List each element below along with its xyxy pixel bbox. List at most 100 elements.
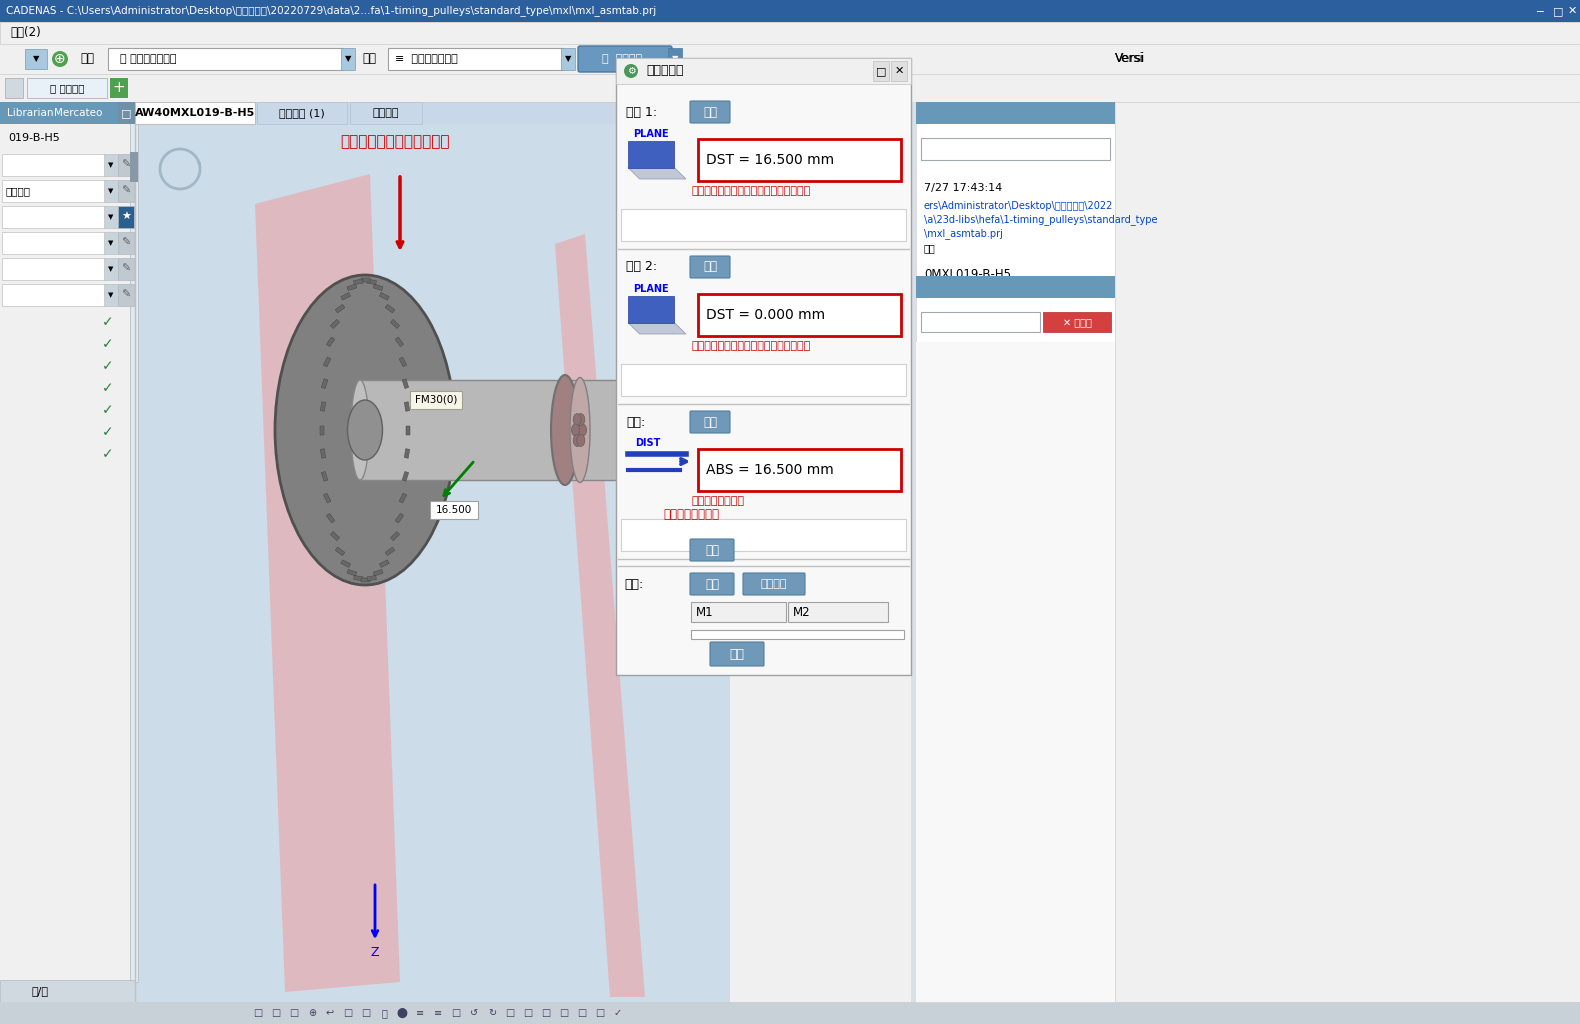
FancyBboxPatch shape xyxy=(578,46,672,72)
Bar xyxy=(430,501,479,519)
Bar xyxy=(118,206,134,228)
Bar xyxy=(390,319,400,329)
Text: □: □ xyxy=(289,1008,299,1018)
Text: CADENAS - C:\Users\Administrator\Desktop\新建文件夹\20220729\data\2...fa\1-timing_pul: CADENAS - C:\Users\Administrator\Desktop… xyxy=(6,5,656,16)
Text: □: □ xyxy=(253,1008,262,1018)
Text: ✓: ✓ xyxy=(103,337,114,351)
Bar xyxy=(621,364,905,396)
Bar xyxy=(367,280,376,285)
Text: □: □ xyxy=(523,1008,532,1018)
Text: 鎖定: 鎖定 xyxy=(705,578,719,591)
Bar xyxy=(335,547,344,556)
FancyBboxPatch shape xyxy=(690,101,730,123)
Bar xyxy=(698,294,901,336)
Bar xyxy=(0,74,1580,102)
Text: 选择的第一个面，相对于坐标原点的位置: 选择的第一个面，相对于坐标原点的位置 xyxy=(690,186,811,196)
Polygon shape xyxy=(627,323,686,334)
Bar xyxy=(348,284,357,291)
Text: ▼: ▼ xyxy=(564,54,572,63)
Bar xyxy=(874,61,890,81)
Text: DIST: DIST xyxy=(635,438,660,449)
Bar xyxy=(891,61,907,81)
Text: Z: Z xyxy=(371,945,379,958)
Text: ABS = 16.500 mm: ABS = 16.500 mm xyxy=(706,463,834,477)
Text: 选择面到面的距离量出长度: 选择面到面的距离量出长度 xyxy=(340,134,449,150)
Ellipse shape xyxy=(572,424,580,436)
Bar xyxy=(406,426,409,434)
Bar xyxy=(621,519,905,551)
Bar xyxy=(324,494,330,503)
FancyBboxPatch shape xyxy=(690,411,730,433)
Text: ▼: ▼ xyxy=(109,162,114,168)
Bar xyxy=(1043,312,1111,332)
Text: 搜索: 搜索 xyxy=(81,52,93,66)
Text: □: □ xyxy=(559,1008,569,1018)
Bar xyxy=(321,401,325,412)
Bar xyxy=(400,494,406,503)
Text: AW40MXL019-B-H5: AW40MXL019-B-H5 xyxy=(134,108,254,118)
Text: Mercateo: Mercateo xyxy=(54,108,103,118)
Text: 传送: 传送 xyxy=(703,260,717,273)
Bar xyxy=(379,560,389,567)
Bar xyxy=(335,304,344,313)
Bar xyxy=(668,48,683,70)
Text: 🔍  開始搜索: 🔍 開始搜索 xyxy=(602,54,641,63)
Text: ▼: ▼ xyxy=(109,214,114,220)
Text: ▼: ▼ xyxy=(344,54,351,63)
Text: ▼: ▼ xyxy=(672,54,678,63)
Text: ▼: ▼ xyxy=(109,266,114,272)
Text: 019-B-H5: 019-B-H5 xyxy=(8,133,60,143)
Bar xyxy=(360,578,370,582)
Bar xyxy=(916,102,1115,1002)
Bar xyxy=(330,531,340,541)
Bar xyxy=(0,980,134,1002)
Bar xyxy=(616,58,912,84)
Ellipse shape xyxy=(570,378,589,482)
Text: □: □ xyxy=(506,1008,515,1018)
Bar xyxy=(367,575,376,581)
Ellipse shape xyxy=(577,434,585,446)
Text: 测量对话框: 测量对话框 xyxy=(646,65,684,78)
Text: 📦: 📦 xyxy=(381,1008,387,1018)
Text: 按照: 按照 xyxy=(362,52,376,66)
Text: 选择的第二个面，相对于坐标原点的位置: 选择的第二个面，相对于坐标原点的位置 xyxy=(690,341,811,351)
Text: ▼: ▼ xyxy=(109,188,114,194)
Text: ✎: ✎ xyxy=(122,160,131,170)
Bar xyxy=(698,449,901,490)
Text: 结束: 结束 xyxy=(730,647,744,660)
Text: 元素 2:: 元素 2: xyxy=(626,260,657,273)
Text: □: □ xyxy=(542,1008,550,1018)
Text: Versi: Versi xyxy=(1115,52,1144,66)
Text: FM30(0): FM30(0) xyxy=(416,395,457,406)
Bar xyxy=(921,312,1040,332)
Ellipse shape xyxy=(578,424,586,436)
Bar xyxy=(916,342,1115,1002)
FancyBboxPatch shape xyxy=(690,573,735,595)
Text: 固定:: 固定: xyxy=(624,578,643,591)
Text: □: □ xyxy=(272,1008,281,1018)
Text: Versi: Versi xyxy=(1115,52,1146,66)
Text: 16.500: 16.500 xyxy=(436,505,472,515)
Text: 7/27 17:43:14: 7/27 17:43:14 xyxy=(924,183,1002,193)
Text: ─: ─ xyxy=(1537,6,1544,16)
Text: ▼: ▼ xyxy=(109,292,114,298)
Bar xyxy=(351,102,422,124)
Bar xyxy=(118,154,134,176)
Text: ✓: ✓ xyxy=(103,425,114,439)
Bar xyxy=(107,48,343,70)
Bar xyxy=(5,78,24,98)
Text: ✓: ✓ xyxy=(103,403,114,417)
Bar xyxy=(0,102,134,124)
Bar xyxy=(690,602,785,622)
Text: ↩: ↩ xyxy=(325,1008,333,1018)
Bar xyxy=(395,513,403,523)
Text: □: □ xyxy=(120,108,131,118)
Text: ✕ 删除道: ✕ 删除道 xyxy=(1063,317,1092,327)
Text: 二维投图: 二维投图 xyxy=(373,108,400,118)
Text: □: □ xyxy=(1553,6,1563,16)
Text: 元素 1:: 元素 1: xyxy=(626,105,657,119)
Text: ✎: ✎ xyxy=(122,238,131,248)
Bar xyxy=(921,138,1111,160)
Text: ✓: ✓ xyxy=(103,315,114,329)
Text: \a\23d-libs\hefa\1-timing_pulleys\standard_type: \a\23d-libs\hefa\1-timing_pulleys\standa… xyxy=(924,215,1158,225)
